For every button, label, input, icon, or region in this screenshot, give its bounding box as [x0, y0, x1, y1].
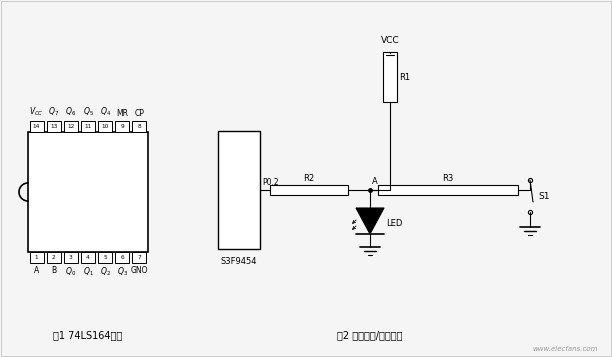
Bar: [115, 121, 129, 132]
Bar: [28, 132, 148, 252]
Bar: [81, 121, 95, 132]
Bar: [383, 52, 397, 102]
Text: $Q_6$: $Q_6$: [65, 106, 76, 118]
Text: 3: 3: [69, 255, 73, 260]
Text: 9: 9: [121, 124, 124, 129]
Text: 图1 74LS164引脚: 图1 74LS164引脚: [53, 330, 122, 340]
Text: $Q_4$: $Q_4$: [100, 106, 111, 118]
Bar: [81, 252, 95, 263]
Text: $Q_3$: $Q_3$: [117, 266, 128, 278]
Text: S1: S1: [538, 191, 550, 201]
Bar: [29, 252, 43, 263]
Text: 5: 5: [103, 255, 107, 260]
Bar: [29, 121, 43, 132]
Bar: [64, 121, 78, 132]
Text: R3: R3: [442, 174, 453, 183]
Polygon shape: [356, 208, 384, 234]
Bar: [47, 252, 61, 263]
Bar: [115, 252, 129, 263]
Bar: [98, 121, 112, 132]
Text: P0.2: P0.2: [262, 178, 278, 187]
Bar: [132, 121, 146, 132]
Text: 11: 11: [84, 124, 92, 129]
Bar: [64, 252, 78, 263]
Text: VCC: VCC: [381, 36, 399, 45]
Text: 4: 4: [86, 255, 90, 260]
Text: R2: R2: [304, 174, 315, 183]
Text: $Q_0$: $Q_0$: [65, 266, 76, 278]
Text: GNO: GNO: [131, 266, 148, 275]
Text: A: A: [34, 266, 39, 275]
Text: 7: 7: [138, 255, 141, 260]
Text: MR: MR: [116, 109, 129, 118]
Text: 13: 13: [50, 124, 58, 129]
Text: A: A: [372, 177, 378, 186]
Text: $Q_1$: $Q_1$: [83, 266, 94, 278]
Bar: [270, 185, 348, 195]
Text: www.elecfans.com: www.elecfans.com: [532, 346, 598, 352]
Bar: [218, 131, 260, 249]
Text: CP: CP: [135, 109, 144, 118]
Text: 图2 引脚输入/输出复用: 图2 引脚输入/输出复用: [337, 330, 403, 340]
Bar: [378, 185, 518, 195]
Text: $Q_2$: $Q_2$: [100, 266, 111, 278]
Text: 12: 12: [67, 124, 75, 129]
Text: $Q_7$: $Q_7$: [48, 106, 59, 118]
Text: B: B: [51, 266, 56, 275]
Bar: [132, 252, 146, 263]
Text: 1: 1: [35, 255, 39, 260]
Text: $V_{CC}$: $V_{CC}$: [29, 106, 44, 118]
Text: 14: 14: [33, 124, 40, 129]
Text: S3F9454: S3F9454: [221, 257, 257, 266]
Bar: [47, 121, 61, 132]
Text: 6: 6: [121, 255, 124, 260]
Text: 8: 8: [138, 124, 141, 129]
Text: 2: 2: [52, 255, 56, 260]
Text: $Q_5$: $Q_5$: [83, 106, 94, 118]
Text: LED: LED: [386, 218, 402, 227]
Text: R1: R1: [399, 72, 410, 81]
Text: 10: 10: [102, 124, 109, 129]
Bar: [98, 252, 112, 263]
